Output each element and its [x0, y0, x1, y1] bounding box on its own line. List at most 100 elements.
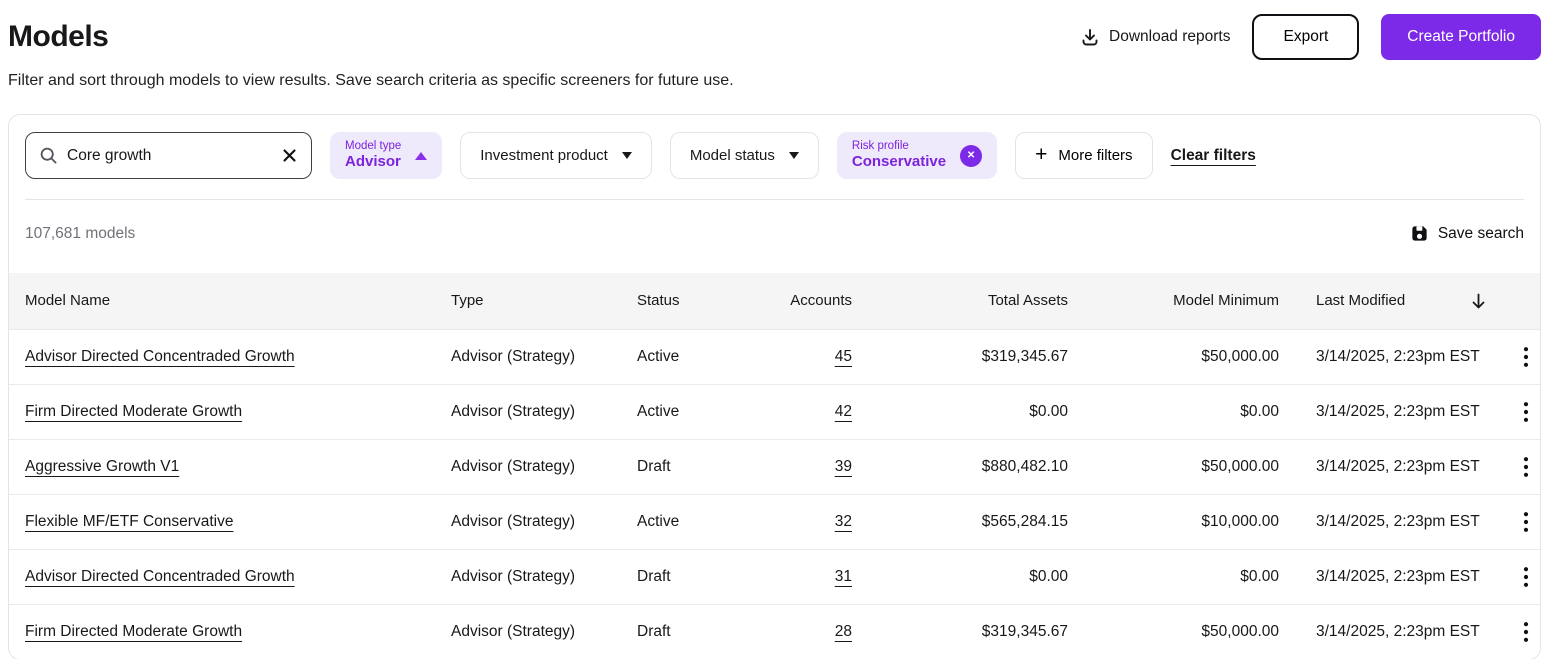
chevron-up-icon — [415, 151, 428, 160]
accounts-link[interactable]: 32 — [834, 512, 852, 530]
table-header-row: Model Name Type Status Accounts Total As… — [9, 273, 1540, 329]
last-modified-cell: 3/14/2025, 2:23pm EST — [1316, 622, 1480, 640]
type-cell: Advisor (Strategy) — [451, 567, 576, 585]
investment-product-dropdown[interactable]: Investment product — [460, 132, 652, 179]
more-filters-label: More filters — [1058, 147, 1133, 164]
accounts-link[interactable]: 45 — [834, 347, 852, 365]
row-actions-menu-button[interactable] — [1509, 452, 1540, 482]
risk-profile-filter-chip[interactable]: Risk profile Conservative ✕ — [836, 132, 998, 179]
last-modified-cell: 3/14/2025, 2:23pm EST — [1316, 402, 1480, 420]
table-row: Firm Directed Moderate Growth Advisor (St… — [9, 384, 1540, 439]
investment-product-label: Investment product — [480, 147, 608, 164]
model-type-filter-value: Advisor — [345, 153, 401, 171]
model-minimum-cell: $0.00 — [1240, 567, 1279, 585]
row-actions-menu-button[interactable] — [1509, 617, 1540, 647]
search-clear-button[interactable] — [280, 146, 299, 165]
column-header-last-modified[interactable]: Last Modified — [1279, 273, 1509, 329]
kebab-menu-icon — [1523, 346, 1528, 367]
type-cell: Advisor (Strategy) — [451, 347, 576, 365]
column-header-model-name[interactable]: Model Name — [25, 292, 111, 310]
chevron-down-icon — [788, 152, 799, 159]
model-name-link[interactable]: Flexible MF/ETF Conservative — [25, 512, 234, 530]
column-header-accounts[interactable]: Accounts — [790, 292, 852, 310]
status-cell: Active — [637, 347, 680, 365]
model-name-link[interactable]: Advisor Directed Concentraded Growth — [25, 567, 295, 585]
download-reports-button[interactable]: Download reports — [1080, 27, 1230, 47]
status-cell: Active — [637, 402, 680, 420]
column-header-actions — [1509, 273, 1540, 329]
model-name-link[interactable]: Advisor Directed Concentraded Growth — [25, 347, 295, 365]
table-row: Flexible MF/ETF Conservative Advisor (Str… — [9, 494, 1540, 549]
model-status-dropdown[interactable]: Model status — [669, 132, 819, 179]
more-filters-button[interactable]: + More filters — [1015, 132, 1153, 179]
type-cell: Advisor (Strategy) — [451, 402, 576, 420]
models-panel: Model type Advisor Investment product Mo… — [8, 114, 1541, 659]
table-row: Firm Directed Moderate Growth Advisor (St… — [9, 604, 1540, 659]
model-name-link[interactable]: Firm Directed Moderate Growth — [25, 402, 243, 420]
status-cell: Draft — [637, 457, 671, 475]
clear-filters-link[interactable]: Clear filters — [1170, 146, 1256, 164]
table-row: Advisor Directed Concentraded Growth Advi… — [9, 549, 1540, 604]
last-modified-cell: 3/14/2025, 2:23pm EST — [1316, 457, 1480, 475]
divider — [25, 199, 1524, 200]
model-type-filter-chip[interactable]: Model type Advisor — [330, 132, 443, 179]
search-icon — [40, 147, 57, 164]
model-minimum-cell: $10,000.00 — [1201, 512, 1279, 530]
type-cell: Advisor (Strategy) — [451, 457, 576, 475]
type-cell: Advisor (Strategy) — [451, 512, 576, 530]
download-icon — [1082, 29, 1098, 46]
model-name-link[interactable]: Firm Directed Moderate Growth — [25, 622, 243, 640]
model-status-label: Model status — [689, 147, 775, 164]
row-actions-menu-button[interactable] — [1509, 342, 1540, 372]
chip-text: Model type Advisor — [345, 140, 401, 170]
last-modified-label: Last Modified — [1316, 292, 1406, 310]
save-search-button[interactable]: Save search — [1410, 224, 1524, 243]
column-header-status[interactable]: Status — [637, 292, 680, 310]
column-header-type[interactable]: Type — [451, 292, 484, 310]
risk-profile-filter-label: Risk profile — [851, 140, 909, 153]
accounts-link[interactable]: 31 — [834, 567, 852, 585]
table-row: Advisor Directed Concentraded Growth Advi… — [9, 329, 1540, 384]
save-search-label: Save search — [1437, 224, 1524, 242]
search-input[interactable] — [67, 146, 280, 165]
total-assets-cell: $0.00 — [1029, 567, 1068, 585]
model-name-link[interactable]: Aggressive Growth V1 — [25, 457, 180, 475]
status-cell: Draft — [637, 622, 671, 640]
accounts-link[interactable]: 28 — [834, 622, 852, 640]
type-cell: Advisor (Strategy) — [451, 622, 576, 640]
column-header-model-minimum[interactable]: Model Minimum — [1173, 292, 1279, 310]
model-minimum-cell: $50,000.00 — [1201, 347, 1279, 365]
total-assets-cell: $319,345.67 — [981, 622, 1068, 640]
remove-filter-icon[interactable]: ✕ — [960, 144, 983, 167]
filter-bar: Model type Advisor Investment product Mo… — [9, 115, 1540, 199]
results-count: 107,681 models — [25, 224, 136, 242]
last-modified-cell: 3/14/2025, 2:23pm EST — [1316, 512, 1480, 530]
model-minimum-cell: $0.00 — [1240, 402, 1279, 420]
create-portfolio-button[interactable]: Create Portfolio — [1381, 14, 1541, 60]
model-type-filter-label: Model type — [345, 140, 402, 153]
export-button[interactable]: Export — [1252, 14, 1360, 60]
status-cell: Draft — [637, 567, 671, 585]
row-actions-menu-button[interactable] — [1509, 562, 1540, 592]
plus-icon: + — [1035, 143, 1048, 166]
page-subtitle: Filter and sort through models to view r… — [8, 72, 734, 89]
kebab-menu-icon — [1523, 401, 1528, 422]
results-bar: 107,681 models Save search — [9, 200, 1540, 273]
kebab-menu-icon — [1523, 456, 1528, 477]
model-minimum-cell: $50,000.00 — [1201, 622, 1279, 640]
model-minimum-cell: $50,000.00 — [1201, 457, 1279, 475]
kebab-menu-icon — [1523, 621, 1528, 642]
column-header-total-assets[interactable]: Total Assets — [987, 292, 1068, 310]
models-table: Model Name Type Status Accounts Total As… — [9, 273, 1540, 659]
row-actions-menu-button[interactable] — [1509, 397, 1540, 427]
kebab-menu-icon — [1523, 566, 1528, 587]
status-cell: Active — [637, 512, 680, 530]
risk-profile-filter-value: Conservative — [851, 153, 947, 171]
accounts-link[interactable]: 42 — [834, 402, 852, 420]
sort-descending-icon[interactable] — [1470, 292, 1487, 310]
accounts-link[interactable]: 39 — [834, 457, 852, 475]
save-icon — [1412, 226, 1427, 241]
page-title: Models — [8, 20, 109, 53]
row-actions-menu-button[interactable] — [1509, 507, 1540, 537]
